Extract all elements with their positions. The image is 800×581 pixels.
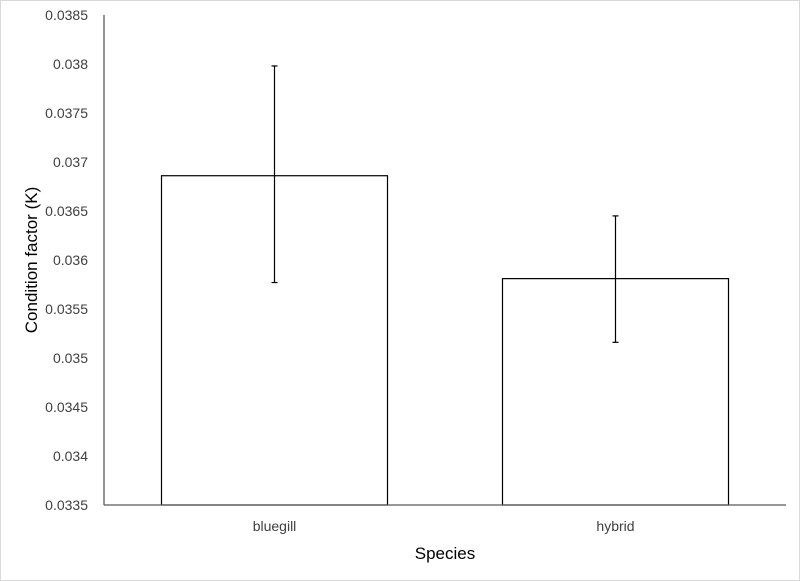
y-tick-label: 0.0365	[45, 203, 88, 219]
y-tick-label: 0.0335	[45, 497, 88, 513]
y-tick-label: 0.037	[53, 154, 88, 170]
y-axis-title: Condition factor (K)	[22, 187, 41, 333]
x-tick-label: bluegill	[253, 518, 297, 534]
y-tick-label: 0.0385	[45, 7, 88, 23]
y-tick-label: 0.0345	[45, 399, 88, 415]
y-tick-label: 0.036	[53, 252, 88, 268]
y-tick-label: 0.038	[53, 56, 88, 72]
y-tick-label: 0.034	[53, 448, 88, 464]
y-tick-label: 0.035	[53, 350, 88, 366]
x-axis-title: Species	[415, 544, 475, 563]
y-tick-label: 0.0375	[45, 105, 88, 121]
y-tick-label: 0.0355	[45, 301, 88, 317]
x-tick-label: hybrid	[596, 518, 634, 534]
